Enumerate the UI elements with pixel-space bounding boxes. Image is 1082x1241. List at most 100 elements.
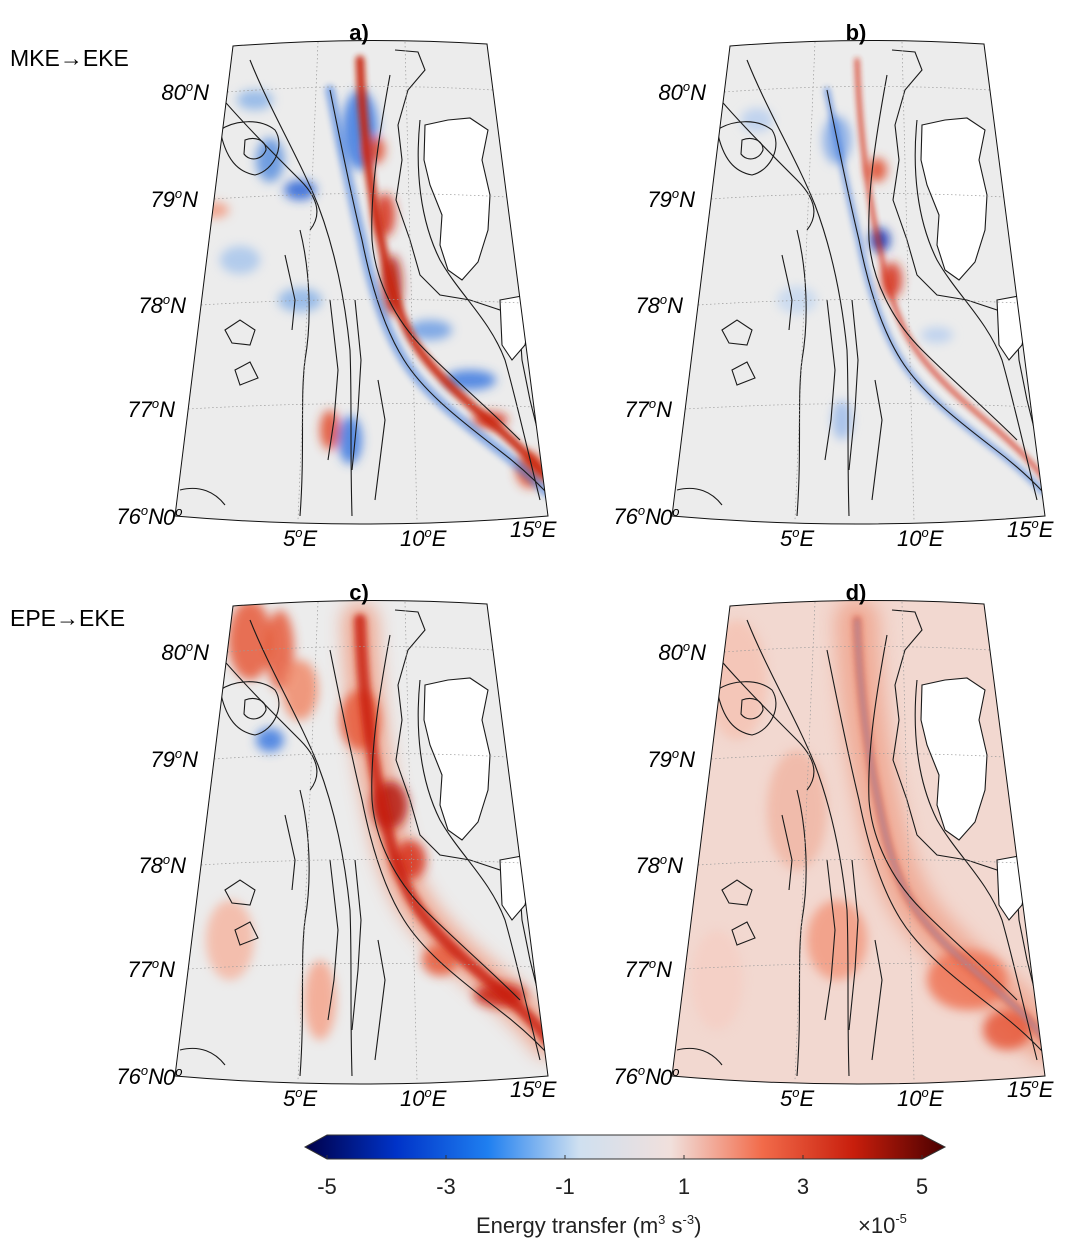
latitude-label: 79oN [647, 186, 695, 212]
field-anomaly [777, 286, 817, 314]
longitude-label: 15oE [510, 516, 557, 542]
contour-line [740, 137, 764, 160]
contour-line [914, 679, 1038, 1061]
bathymetry-contours [179, 49, 547, 517]
panel-letter: d) [846, 580, 867, 605]
contour-line [214, 89, 318, 231]
energy-transfer-field [175, 600, 548, 1084]
field-anomaly [882, 262, 902, 298]
colorbar-tick-label: 3 [797, 1174, 809, 1199]
longitude-label: 0o [163, 1064, 182, 1090]
graticule-parallel [698, 299, 1018, 306]
contour-line [824, 859, 836, 1021]
graticule-parallel [698, 859, 1018, 866]
longitude-label: 5oE [283, 525, 317, 551]
latitude-label: 79oN [150, 186, 198, 212]
contour-line [871, 939, 883, 1061]
contour-line [731, 361, 756, 386]
field-anomaly [983, 1010, 1031, 1050]
contour-line [329, 649, 547, 1053]
graticule-parallel [201, 299, 521, 306]
longitude-label: 5oE [283, 1085, 317, 1111]
colorbar-tick-label: 5 [916, 1174, 928, 1199]
field-anomaly [927, 950, 1007, 1010]
shelf-break-band [355, 55, 548, 485]
panel-letter: b) [846, 20, 867, 45]
contour-line [243, 137, 267, 160]
longitude-label: 0o [163, 504, 182, 530]
latitude-label: 78oN [138, 852, 186, 878]
contour-line [826, 649, 1044, 1053]
bathymetry-contours [676, 49, 1044, 517]
longitude-label: 10oE [897, 1085, 944, 1111]
contour-line [374, 379, 386, 501]
longitude-label: 15oE [1007, 1076, 1054, 1102]
colorbar-tick-label: -1 [555, 1174, 575, 1199]
contour-line [914, 119, 1038, 501]
latitude-label: 80oN [161, 79, 209, 105]
contour-line [327, 299, 339, 461]
contour-line [374, 939, 386, 1061]
energy-transfer-field [672, 600, 1045, 1084]
contour-line [284, 814, 296, 891]
latitude-label: 79oN [647, 746, 695, 772]
colorbar-bar [303, 1134, 947, 1160]
land-svalbard [920, 677, 988, 841]
field-anomaly [741, 108, 773, 132]
contour-line [891, 609, 1044, 1031]
contour-line [746, 59, 850, 517]
map-panel-a: a) 80oN 79oN 78oN 77oN 76oN 0o 5oE 10oE 15oE [116, 20, 556, 551]
latitude-label: 77oN [624, 956, 672, 982]
contour-line [327, 859, 339, 1021]
contour-line [417, 119, 541, 501]
map-panel-d: d) 80oN 79oN 78oN 77oN 76oN 0o 5oE 10oE 15oE [613, 580, 1053, 1111]
field-anomaly [284, 180, 316, 200]
graticule-parallel [188, 963, 535, 970]
contour-line [781, 814, 793, 891]
contour-line [868, 74, 1018, 441]
map-frame [671, 39, 1046, 525]
field-anomaly [256, 728, 284, 752]
contour-line [721, 879, 753, 906]
field-anomaly [278, 288, 322, 312]
contour-line [234, 361, 259, 386]
contour-line [871, 379, 883, 501]
contour-line [299, 229, 310, 517]
contour-line [179, 1047, 226, 1066]
map-frame [671, 599, 1046, 1085]
shelf-break-band [354, 614, 548, 1046]
latitude-label: 79oN [150, 746, 198, 772]
field-anomaly [228, 600, 272, 680]
field-anomaly [921, 327, 953, 343]
contour-line [249, 619, 353, 1077]
contour-line [740, 697, 764, 720]
bathymetry-contours [676, 609, 1044, 1077]
longitude-label: 0o [660, 1064, 679, 1090]
contour-line [826, 89, 1044, 493]
contour-line [179, 487, 226, 506]
map-frame [174, 39, 549, 525]
contour-line [796, 789, 807, 1077]
map-frame [174, 599, 549, 1085]
contour-line [371, 634, 521, 1001]
contour-line [394, 609, 547, 1031]
colorbar-multiplier: ×10-5 [858, 1211, 907, 1238]
graticule-parallel [201, 859, 521, 866]
field-anomaly [691, 930, 743, 1030]
contour-line [219, 121, 280, 176]
field-anomaly [408, 320, 452, 340]
longitude-label: 15oE [510, 1076, 557, 1102]
contour-line [796, 229, 807, 517]
field-anomaly [220, 246, 260, 274]
field-anomaly [282, 660, 318, 720]
row-labels: MKE→EKE EPE→EKE [10, 45, 129, 631]
graticule-parallel [188, 403, 535, 410]
contour-line [351, 299, 362, 471]
latitude-label: 76oN [116, 1063, 164, 1089]
contour-line [721, 319, 753, 346]
latitude-label: 78oN [635, 852, 683, 878]
contour-line [394, 49, 547, 471]
latitude-label: 80oN [658, 79, 706, 105]
contour-line [676, 487, 723, 506]
longitude-label: 5oE [780, 1085, 814, 1111]
